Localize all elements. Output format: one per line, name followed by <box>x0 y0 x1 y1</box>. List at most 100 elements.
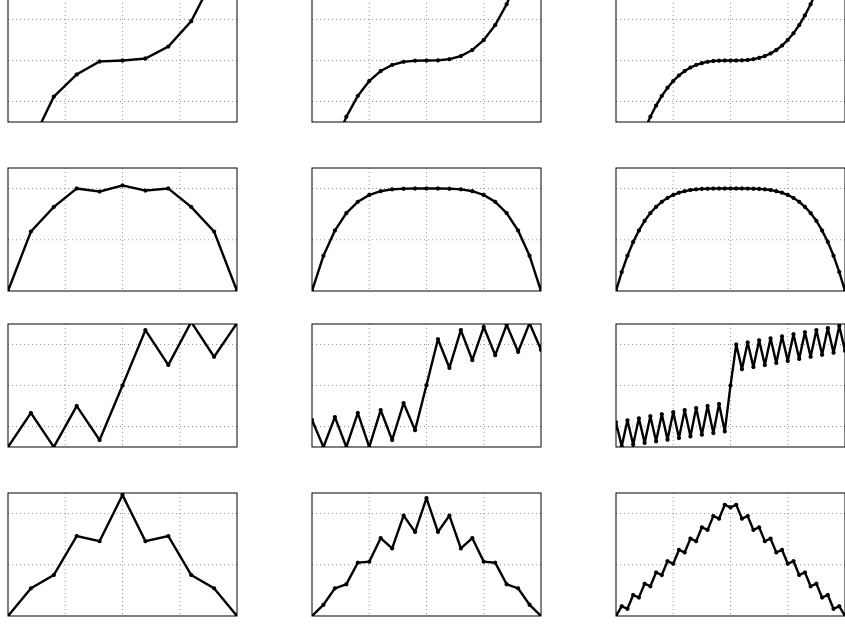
data-point <box>808 354 813 359</box>
data-point <box>699 186 704 192</box>
data-point <box>344 444 349 447</box>
plot-area <box>312 496 541 616</box>
data-point <box>820 228 825 233</box>
data-line <box>8 184 237 291</box>
data-point <box>166 362 171 368</box>
data-point <box>401 401 406 406</box>
data-point <box>447 186 452 191</box>
data-point <box>367 78 372 84</box>
data-point <box>671 410 676 415</box>
data-point <box>722 429 727 434</box>
data-point <box>820 352 825 357</box>
data-point <box>659 199 664 204</box>
axes-frame <box>7 323 238 448</box>
data-point <box>648 584 653 589</box>
data-point <box>636 416 642 421</box>
data-point <box>51 572 56 578</box>
data-point <box>734 342 739 347</box>
data-point <box>504 324 509 327</box>
data-point <box>659 93 664 99</box>
data-line <box>342 0 510 122</box>
data-point <box>625 606 630 611</box>
plot-area <box>616 324 845 447</box>
data-point <box>716 186 722 191</box>
data-point <box>665 559 670 564</box>
data-point <box>212 354 217 359</box>
data-point <box>143 539 148 544</box>
data-point <box>694 539 699 544</box>
data-point <box>412 529 418 535</box>
data-point <box>762 53 767 59</box>
data-point <box>625 253 630 258</box>
data-point <box>648 114 653 119</box>
data-point <box>493 353 498 358</box>
data-line <box>616 187 845 291</box>
data-point <box>739 516 745 521</box>
data-point <box>527 602 532 607</box>
data-point <box>808 2 813 7</box>
data-point <box>538 288 541 291</box>
data-point <box>688 434 693 439</box>
data-point <box>447 513 452 518</box>
data-point <box>312 288 315 291</box>
data-point <box>722 502 727 507</box>
data-point <box>28 586 33 591</box>
data-point <box>642 440 647 445</box>
data-point <box>711 186 716 191</box>
subplot <box>311 323 542 448</box>
data-point <box>516 228 521 233</box>
data-point <box>367 559 372 564</box>
data-point <box>636 595 642 600</box>
axes-frame <box>311 323 542 448</box>
data-point <box>825 239 830 245</box>
data-point <box>470 189 475 194</box>
data-point <box>631 592 636 598</box>
data-point <box>757 338 762 343</box>
axes-frame <box>7 0 238 123</box>
data-point <box>631 239 636 245</box>
data-point <box>97 437 102 443</box>
axes-frame <box>7 167 238 292</box>
axes-frame <box>615 492 845 617</box>
axes-frame <box>311 167 542 292</box>
data-point <box>768 536 773 541</box>
subplot <box>615 0 845 123</box>
data-point <box>751 186 756 191</box>
data-point <box>734 186 739 191</box>
data-point <box>493 560 498 565</box>
subplot <box>311 167 542 292</box>
data-point <box>671 561 676 566</box>
data-point <box>332 586 337 591</box>
data-point <box>728 58 733 63</box>
data-point <box>166 533 171 539</box>
data-point <box>51 444 56 447</box>
data-point <box>74 186 79 191</box>
data-point <box>481 192 486 198</box>
data-point <box>802 204 808 209</box>
data-point <box>791 332 796 337</box>
data-point <box>504 2 509 7</box>
data-point <box>648 414 653 419</box>
data-point <box>97 189 102 194</box>
data-point <box>470 357 475 363</box>
data-point <box>831 253 836 258</box>
data-point <box>212 229 217 234</box>
subplot <box>311 492 542 617</box>
data-point <box>797 356 802 361</box>
data-point <box>779 43 785 48</box>
data-point <box>768 336 773 341</box>
plot-area <box>342 0 510 122</box>
data-point <box>642 218 647 223</box>
data-point <box>120 183 125 188</box>
data-point <box>751 57 756 62</box>
data-point <box>734 502 739 507</box>
plot-area <box>8 183 237 291</box>
data-point <box>665 85 670 90</box>
data-point <box>619 604 624 609</box>
subplot <box>7 492 238 617</box>
data-point <box>619 269 624 275</box>
data-point <box>682 189 687 194</box>
data-point <box>631 442 636 447</box>
data-point <box>653 570 659 575</box>
